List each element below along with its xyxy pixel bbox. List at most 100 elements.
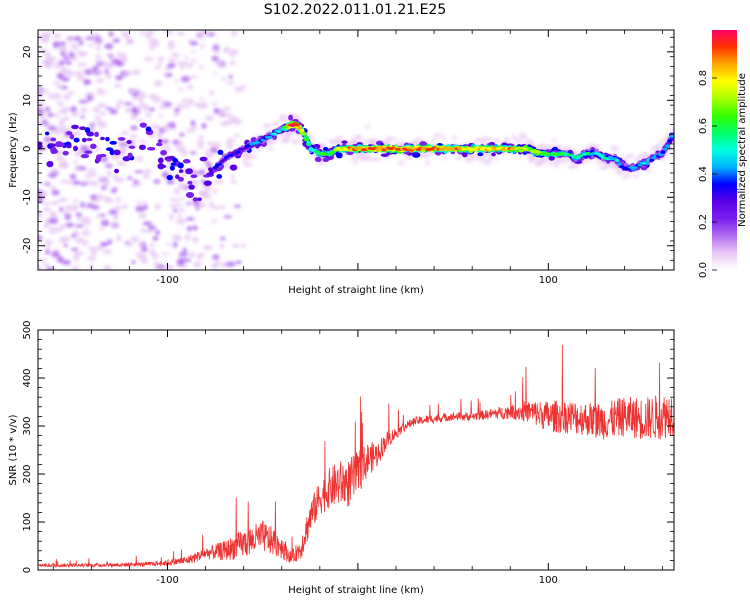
midlevel-blob: [229, 164, 238, 171]
midlevel-blob: [170, 162, 176, 166]
ridge-mark: [329, 151, 335, 155]
noise-blob: [267, 147, 275, 151]
noise-blob: [121, 130, 130, 136]
noise-blob: [48, 217, 59, 225]
noise-blob: [273, 122, 278, 126]
noise-blob: [179, 197, 185, 201]
midlevel-blob: [172, 157, 178, 163]
noise-blob: [212, 254, 220, 260]
noise-blob: [197, 146, 204, 150]
noise-blob: [148, 45, 155, 51]
noise-blob: [203, 244, 213, 251]
ridge-mark: [527, 147, 534, 151]
midlevel-blob: [109, 140, 117, 145]
noise-blob: [69, 173, 77, 180]
snr-panel: -100 100 0 100 200 300 400 500 Height of straig…: [8, 320, 675, 596]
noise-blob: [359, 156, 368, 162]
noise-blob: [53, 33, 62, 39]
noise-blob: [142, 221, 153, 226]
noise-blob: [44, 263, 50, 269]
midlevel-blob: [79, 126, 87, 131]
ridge-mark: [667, 139, 673, 143]
ridge-mark: [267, 135, 273, 139]
colorbar-tick-label: 0.4: [698, 166, 709, 182]
midlevel-blob: [197, 197, 202, 201]
noise-blob: [227, 119, 234, 124]
noise-blob: [94, 146, 101, 152]
noise-blob: [174, 188, 180, 195]
ridge-mark: [614, 159, 620, 163]
noise-blob: [670, 127, 674, 132]
midlevel-blob: [105, 147, 114, 151]
noise-blob: [150, 123, 160, 130]
midlevel-blob: [80, 154, 90, 159]
noise-blob: [657, 140, 663, 144]
noise-blob: [56, 72, 64, 80]
noise-blob: [93, 106, 101, 113]
noise-blob: [113, 214, 119, 219]
ridge-mark: [301, 132, 307, 136]
midlevel-blob: [314, 156, 322, 163]
noise-blob: [173, 111, 180, 117]
noise-blob: [58, 197, 68, 203]
noise-blob: [114, 104, 122, 109]
noise-blob: [95, 69, 104, 74]
noise-blob: [560, 159, 568, 164]
midlevel-blob: [84, 150, 93, 154]
noise-blob: [213, 72, 218, 76]
noise-blob: [662, 138, 669, 141]
noise-blob: [180, 149, 188, 156]
noise-blob: [205, 149, 210, 155]
noise-blob: [160, 139, 170, 144]
noise-blob: [160, 266, 166, 270]
noise-blob: [60, 236, 71, 242]
noise-blob: [170, 203, 177, 209]
noise-blob: [226, 80, 235, 85]
noise-blob: [637, 153, 646, 158]
noise-blob: [167, 40, 175, 46]
noise-blob: [223, 215, 233, 219]
noise-blob: [192, 225, 198, 231]
noise-blob: [72, 130, 82, 137]
noise-blob: [105, 62, 115, 69]
ridge-mark: [315, 150, 321, 154]
noise-blob: [523, 138, 533, 142]
noise-blob: [43, 222, 51, 229]
noise-blob: [94, 115, 101, 122]
noise-blob: [51, 189, 60, 196]
noise-blob: [182, 104, 190, 109]
noise-blob: [222, 46, 232, 54]
noise-blob: [153, 79, 163, 87]
noise-blob: [553, 162, 558, 168]
noise-blob: [442, 156, 448, 160]
noise-blob: [109, 108, 118, 115]
noise-blob: [198, 142, 205, 147]
noise-blob: [146, 229, 154, 234]
noise-blob: [481, 160, 491, 165]
midlevel-blob: [160, 150, 168, 156]
noise-blob: [221, 261, 228, 268]
noise-blob: [250, 154, 258, 159]
noise-blob: [625, 171, 630, 177]
ridge-mark: [648, 158, 655, 162]
noise-blob: [151, 40, 160, 48]
noise-blob: [186, 225, 192, 232]
midlevel-blob: [126, 139, 132, 145]
noise-blob: [318, 143, 326, 147]
ridge-mark: [228, 153, 234, 157]
ridge-mark: [299, 128, 305, 132]
noise-blob: [524, 141, 534, 145]
noise-blob: [166, 63, 176, 69]
noise-blob: [116, 52, 125, 58]
noise-blob: [185, 200, 194, 205]
noise-blob: [487, 158, 493, 161]
noise-blob: [240, 243, 246, 249]
noise-blob: [68, 51, 75, 59]
noise-blob: [188, 252, 196, 258]
noise-blob: [75, 166, 80, 172]
noise-blob: [138, 140, 148, 144]
noise-blob: [125, 38, 131, 45]
midlevel-blob: [128, 145, 136, 149]
noise-blob: [182, 258, 192, 262]
noise-blob: [352, 160, 359, 165]
